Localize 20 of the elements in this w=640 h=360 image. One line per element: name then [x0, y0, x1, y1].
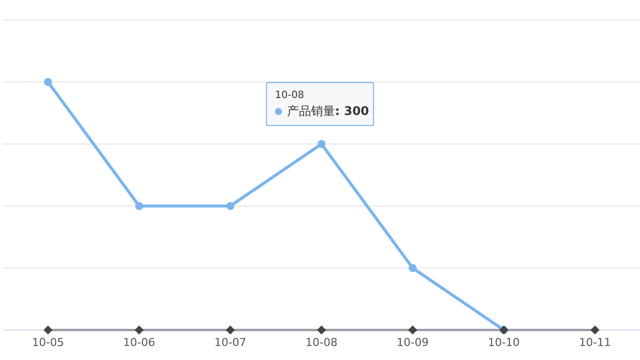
point	[226, 202, 234, 210]
x-tick-label: 10-06	[123, 336, 156, 349]
point	[590, 326, 600, 334]
point	[44, 326, 52, 334]
point	[408, 326, 418, 334]
point	[318, 140, 326, 148]
point	[226, 326, 235, 334]
x-tick-label: 10-11	[579, 336, 611, 349]
annotation: 10-08	[275, 89, 306, 103]
point	[317, 326, 326, 334]
annotation: : 300	[335, 104, 370, 118]
x-tick-label: 10-10	[488, 336, 520, 349]
point	[135, 202, 144, 210]
x-tick-label: 10-07	[214, 336, 246, 349]
point	[44, 78, 52, 86]
point	[134, 326, 144, 334]
x-tick-label: 10-09	[396, 336, 429, 349]
x-tick-label: 10-08	[306, 336, 338, 349]
point	[408, 264, 417, 272]
x-tick-label: 10-05	[32, 336, 64, 349]
